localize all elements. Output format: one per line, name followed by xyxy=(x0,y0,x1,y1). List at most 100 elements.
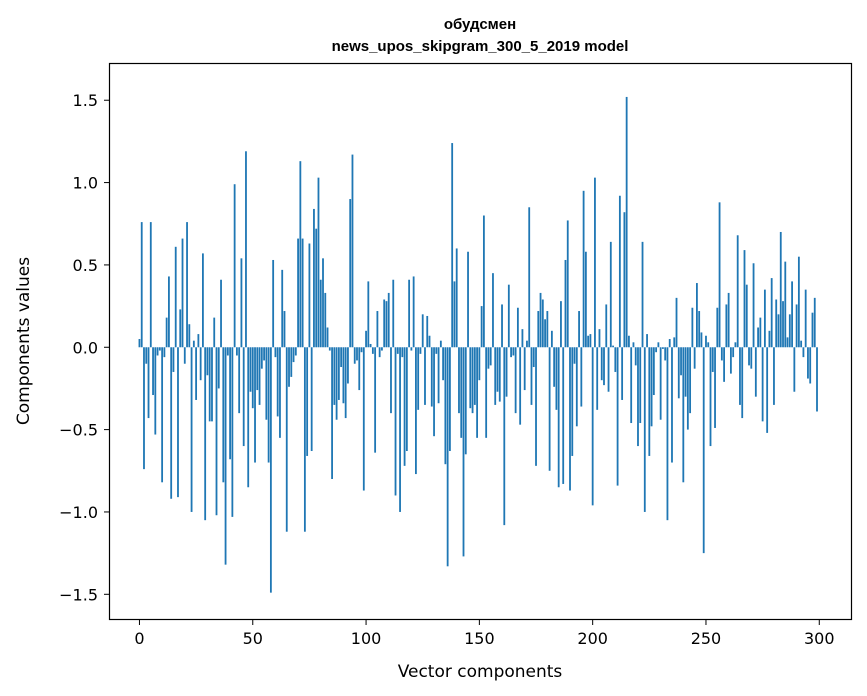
bar xyxy=(215,347,218,516)
bar xyxy=(754,347,757,397)
bar xyxy=(807,347,809,379)
bar xyxy=(181,238,184,348)
bar xyxy=(143,347,145,470)
bar xyxy=(421,314,424,348)
bar xyxy=(605,304,608,348)
x-tick-label: 0 xyxy=(134,629,144,648)
bar xyxy=(226,347,229,356)
bar xyxy=(158,347,161,351)
bar xyxy=(487,347,490,369)
bar xyxy=(655,347,658,353)
bar xyxy=(630,347,633,424)
bar xyxy=(739,347,741,405)
bar xyxy=(725,304,728,348)
bar xyxy=(220,279,222,348)
bar xyxy=(548,347,551,471)
bar xyxy=(734,342,737,348)
bar xyxy=(720,347,723,361)
bar xyxy=(643,347,646,512)
bar xyxy=(736,235,739,348)
bar xyxy=(324,292,327,348)
bar xyxy=(589,334,592,348)
bar xyxy=(802,347,805,358)
bar xyxy=(571,347,574,456)
bar xyxy=(591,347,594,506)
bar xyxy=(387,292,390,348)
bar xyxy=(467,251,469,348)
bar xyxy=(369,343,372,348)
bar xyxy=(455,248,458,348)
bar xyxy=(283,311,286,348)
bar xyxy=(149,222,152,348)
bar xyxy=(652,347,655,396)
bar xyxy=(147,347,150,419)
bar xyxy=(578,311,580,348)
bar xyxy=(213,317,216,348)
bar xyxy=(464,347,467,455)
bar-series xyxy=(138,96,818,593)
x-tick-label: 100 xyxy=(351,629,382,648)
bar xyxy=(729,347,732,374)
bar xyxy=(612,345,614,348)
bar xyxy=(319,279,322,348)
bar xyxy=(691,307,694,348)
bar xyxy=(188,324,191,348)
bar xyxy=(476,347,478,438)
bar xyxy=(777,314,780,348)
y-tick-label: 0.0 xyxy=(73,338,98,357)
bar xyxy=(523,347,526,391)
bar xyxy=(528,207,531,348)
bar xyxy=(322,258,324,348)
bar xyxy=(415,347,417,475)
bar xyxy=(458,347,460,414)
bar xyxy=(797,256,800,348)
bar xyxy=(727,292,730,348)
bar xyxy=(419,347,422,354)
bar xyxy=(222,347,225,483)
y-tick-label: 1.5 xyxy=(73,91,98,110)
bar xyxy=(555,347,558,410)
bar xyxy=(342,347,345,404)
bar xyxy=(437,347,440,404)
bar xyxy=(281,269,284,348)
bar xyxy=(233,184,236,348)
bar xyxy=(646,334,648,348)
bar xyxy=(242,347,245,447)
bar xyxy=(417,347,420,410)
bar xyxy=(623,212,626,348)
bar xyxy=(383,299,386,348)
bar xyxy=(449,347,451,452)
bar xyxy=(650,347,653,427)
bar xyxy=(763,289,766,348)
bar xyxy=(632,342,635,348)
bar xyxy=(507,284,510,348)
bar xyxy=(709,347,712,447)
bar xyxy=(376,311,379,348)
bar xyxy=(696,283,698,348)
bar xyxy=(569,347,571,491)
bar xyxy=(179,309,182,348)
bar xyxy=(272,259,275,348)
bar xyxy=(770,278,773,348)
bar xyxy=(204,347,207,521)
bar xyxy=(530,347,533,405)
bar xyxy=(371,347,374,354)
bar xyxy=(702,347,705,554)
bar xyxy=(258,347,261,405)
bar xyxy=(351,154,354,348)
bar xyxy=(673,337,676,348)
bar xyxy=(675,297,678,348)
bar xyxy=(788,314,791,348)
bar xyxy=(192,340,195,348)
bar xyxy=(750,347,753,369)
bar xyxy=(245,151,247,348)
bar xyxy=(639,347,642,424)
bar xyxy=(260,347,263,369)
bar xyxy=(238,347,241,414)
bar xyxy=(519,347,522,425)
bar xyxy=(723,347,725,382)
bar xyxy=(426,315,429,348)
bar xyxy=(294,347,297,356)
bar xyxy=(637,347,639,447)
